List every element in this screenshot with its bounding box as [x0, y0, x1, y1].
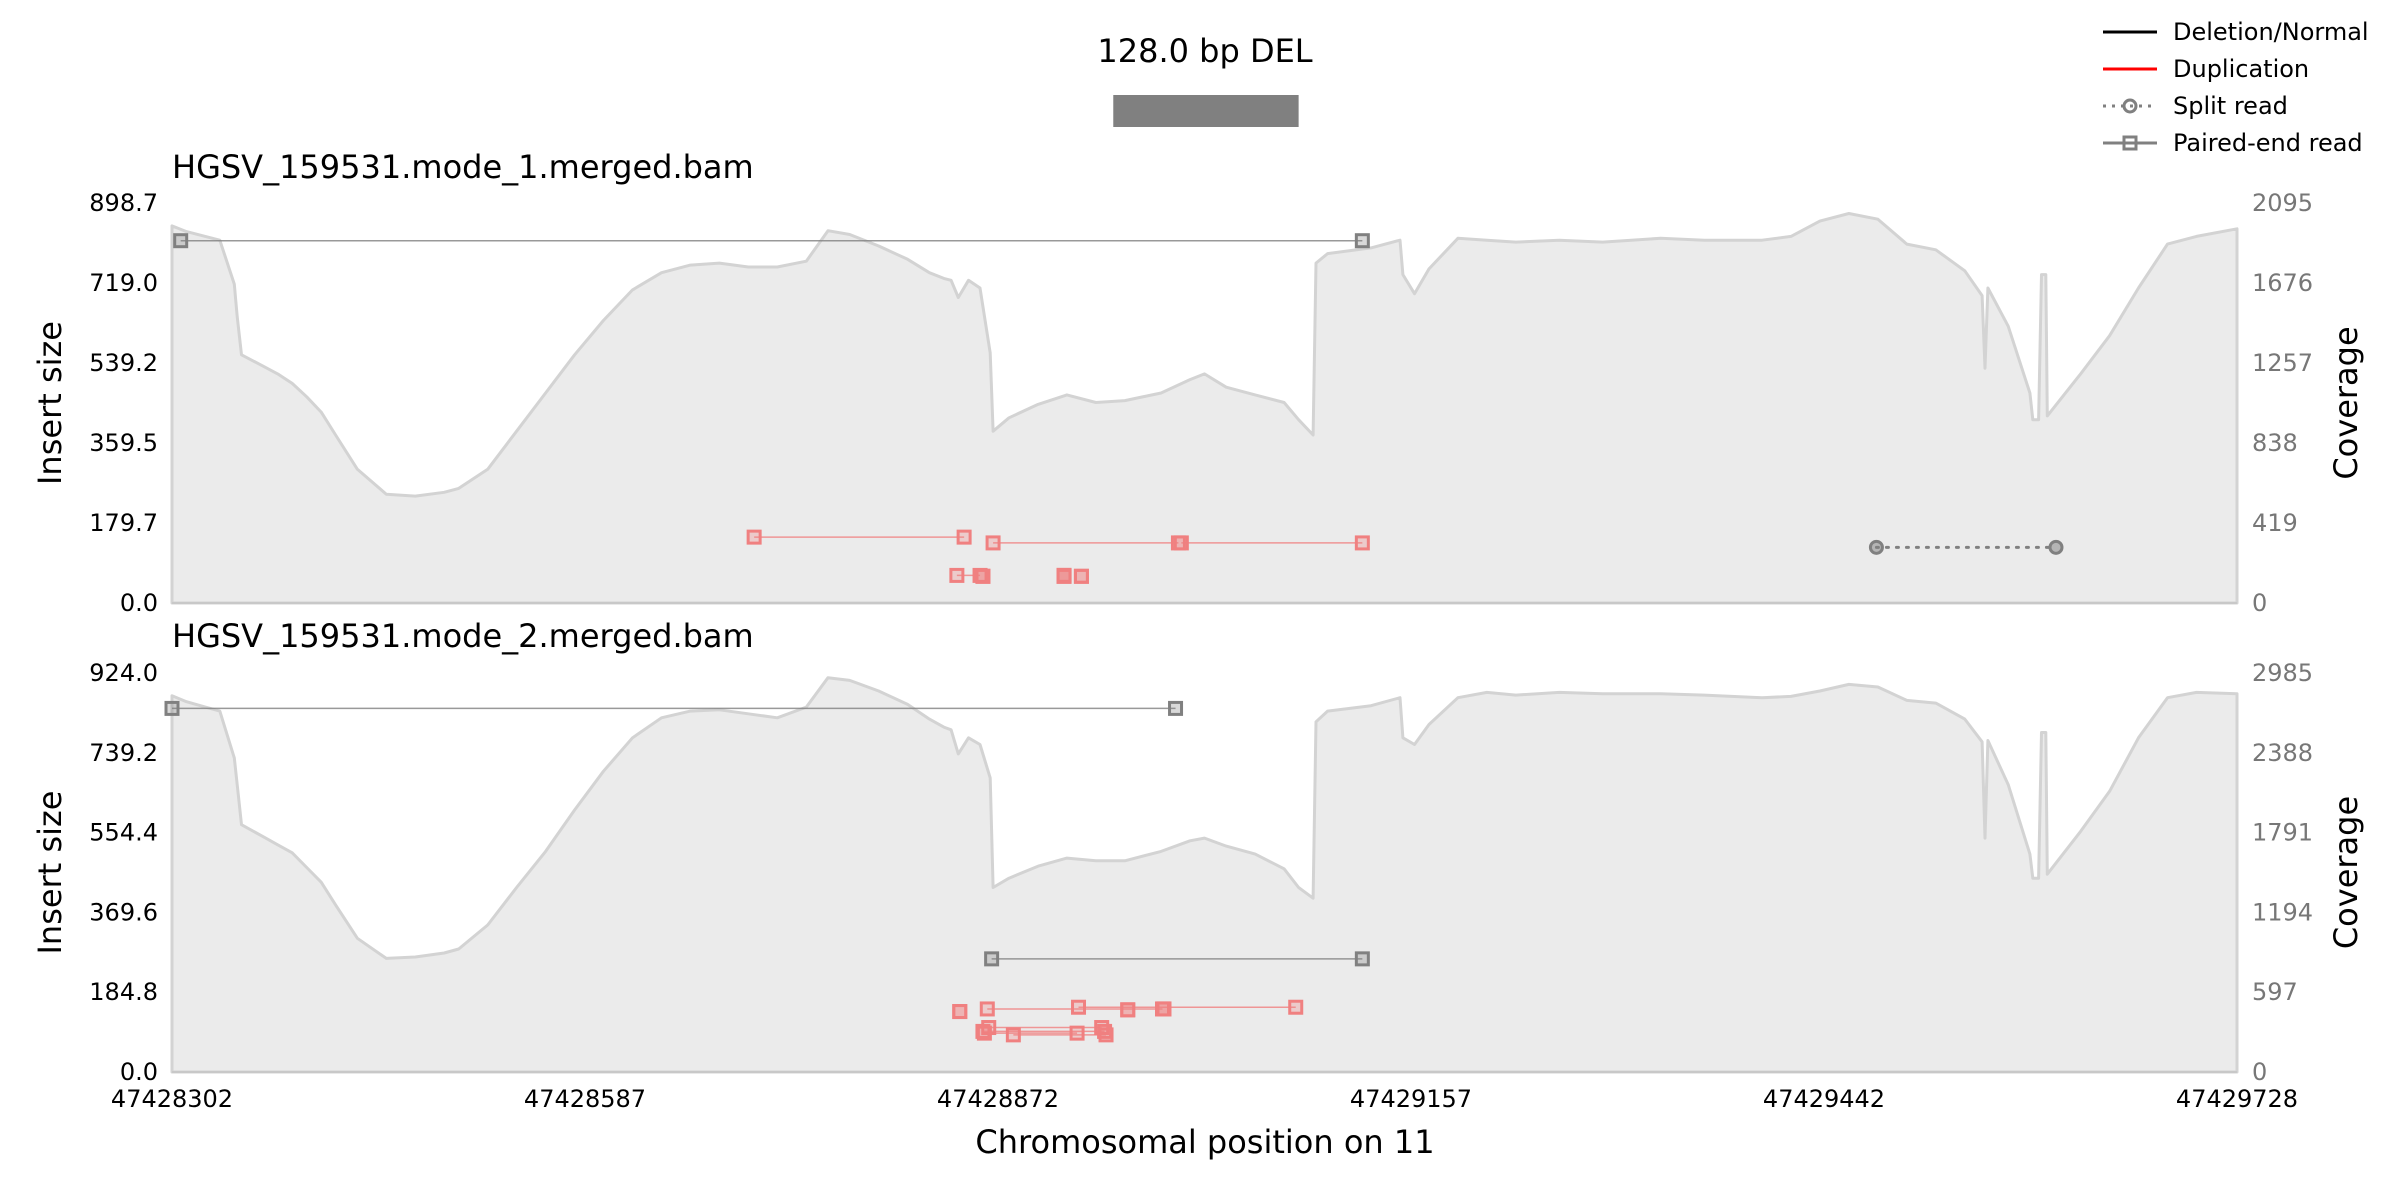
paired-end-read: [1005, 1027, 1114, 1043]
paired-end-read: [976, 1025, 1085, 1041]
paired-end-read: [952, 1004, 968, 1020]
read-marker: [984, 951, 1000, 967]
paired-end-read: [173, 233, 1370, 249]
split-read: [1868, 539, 2064, 555]
read-marker: [1005, 1027, 1021, 1043]
x-axis: 47428302 47428587 47428872 47429157 47429442…: [111, 1085, 2298, 1113]
coverage-tick-label: 419: [2252, 509, 2298, 537]
read-marker: [985, 535, 1001, 551]
read-marker: [949, 567, 965, 583]
y-tick-label: 184.8: [89, 978, 158, 1006]
legend-entry: Duplication: [2103, 55, 2309, 83]
y-tick-label: 554.4: [89, 819, 158, 847]
y-axis-label: Insert size: [31, 791, 69, 955]
y-tick-label: 924.0: [89, 659, 158, 687]
coverage-tick-label: 2388: [2252, 739, 2313, 767]
read-marker: [1156, 1001, 1172, 1017]
legend-entry: Deletion/Normal: [2103, 18, 2369, 46]
panel-mode-2: HGSV_159531.mode_2.merged.bam 0.0 184.8 36…: [31, 617, 2365, 1086]
legend-marker: [2122, 98, 2138, 114]
read-marker: [975, 568, 991, 584]
read-marker: [746, 529, 762, 545]
read-marker: [1868, 539, 1884, 555]
coverage-tick-label: 1194: [2252, 898, 2313, 926]
read-marker: [979, 1001, 995, 1017]
paired-end-read: [1173, 535, 1370, 551]
read-marker: [1168, 700, 1184, 716]
legend-label: Duplication: [2173, 55, 2309, 83]
read-marker: [1288, 999, 1304, 1015]
coverage-axis-label: Coverage: [2327, 326, 2365, 479]
coverage-tick-label: 1676: [2252, 269, 2313, 297]
paired-end-read: [1071, 999, 1304, 1015]
x-tick-label: 47429442: [1763, 1085, 1885, 1113]
paired-end-read: [975, 568, 991, 584]
x-tick-label: 47428872: [937, 1085, 1059, 1113]
read-marker: [1056, 568, 1072, 584]
legend-label: Split read: [2173, 92, 2288, 120]
x-tick-label: 47428302: [111, 1085, 233, 1113]
read-marker: [164, 700, 180, 716]
paired-end-read: [164, 700, 1184, 716]
x-tick-label: 47429728: [2176, 1085, 2298, 1113]
read-marker: [956, 529, 972, 545]
coverage-tick-label: 597: [2252, 978, 2298, 1006]
coverage-tick-label: 0: [2252, 1058, 2267, 1086]
read-marker: [1354, 951, 1370, 967]
coverage-area: [170, 212, 2239, 605]
read-marker: [1173, 535, 1189, 551]
coverage-axis-label: Coverage: [2327, 796, 2365, 949]
paired-end-read: [746, 529, 972, 545]
paired-end-read: [1073, 568, 1089, 584]
read-marker: [173, 233, 189, 249]
coverage-tick-label: 0: [2252, 589, 2267, 617]
y-tick-label: 898.7: [89, 189, 158, 217]
read-marker: [1071, 999, 1087, 1015]
panel-mode-1: HGSV_159531.mode_1.merged.bam 0.0 179.7 35…: [31, 148, 2365, 617]
legend-label: Deletion/Normal: [2173, 18, 2369, 46]
paired-end-read: [1120, 1002, 1136, 1018]
legend-entry: Paired-end read: [2103, 129, 2363, 157]
read-marker: [1354, 233, 1370, 249]
read-marker: [1120, 1002, 1136, 1018]
x-tick-label: 47429157: [1350, 1085, 1472, 1113]
legend-label: Paired-end read: [2173, 129, 2363, 157]
x-tick-label: 47428587: [524, 1085, 646, 1113]
paired-end-read: [1156, 1001, 1172, 1017]
read-marker: [1098, 1027, 1114, 1043]
y-axis-label: Insert size: [31, 321, 69, 485]
y-tick-label: 739.2: [89, 739, 158, 767]
panel-title: HGSV_159531.mode_2.merged.bam: [172, 617, 754, 655]
read-marker: [952, 1004, 968, 1020]
coverage-tick-label: 1791: [2252, 819, 2313, 847]
coverage-tick-label: 2095: [2252, 189, 2313, 217]
coverage-tick-label: 2985: [2252, 659, 2313, 687]
y-tick-label: 539.2: [89, 349, 158, 377]
paired-end-read: [984, 951, 1370, 967]
legend-entry: Split read: [2103, 92, 2288, 120]
read-marker: [1073, 568, 1089, 584]
panel-title: HGSV_159531.mode_1.merged.bam: [172, 148, 754, 186]
read-marker: [976, 1025, 992, 1041]
chart-title: 128.0 bp DEL: [1097, 32, 1312, 70]
x-axis-label: Chromosomal position on 11: [975, 1123, 1434, 1161]
y-tick-label: 359.5: [89, 429, 158, 457]
read-marker: [1069, 1025, 1085, 1041]
read-marker: [1354, 535, 1370, 551]
sv-bar: [1113, 95, 1299, 127]
legend-marker: [2122, 135, 2138, 151]
y-tick-label: 179.7: [89, 509, 158, 537]
coverage-tick-label: 838: [2252, 429, 2298, 457]
y-tick-label: 0.0: [120, 1058, 158, 1086]
coverage-area: [170, 676, 2239, 1074]
y-tick-label: 719.0: [89, 269, 158, 297]
read-marker: [2048, 539, 2064, 555]
legend: Deletion/Normal Duplication Split read Pair…: [2103, 18, 2369, 157]
y-tick-label: 369.6: [89, 898, 158, 926]
paired-end-read: [1056, 568, 1072, 584]
coverage-tick-label: 1257: [2252, 349, 2313, 377]
y-tick-label: 0.0: [120, 589, 158, 617]
